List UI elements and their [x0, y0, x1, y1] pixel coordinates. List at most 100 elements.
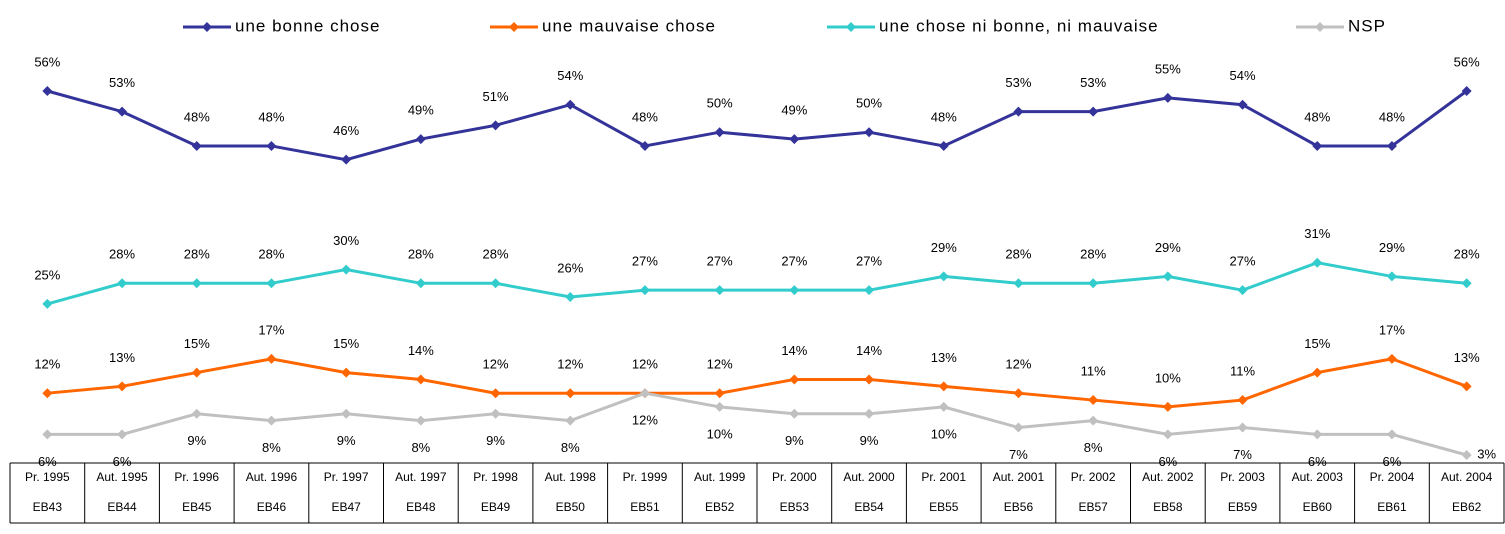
data-label: 27% [707, 254, 733, 269]
data-label: 8% [561, 440, 580, 455]
x-tick-label: Aut. 2002 [1142, 470, 1194, 484]
point [565, 388, 576, 399]
point [266, 278, 277, 289]
x-tick-label: Aut. 1995 [96, 470, 148, 484]
data-label: 9% [337, 433, 356, 448]
point [1088, 106, 1099, 117]
data-label: 6% [38, 454, 57, 469]
data-label: 29% [931, 240, 957, 255]
data-label: 49% [781, 103, 807, 118]
x-tick-sublabel: EB49 [481, 500, 511, 514]
point [1312, 140, 1323, 151]
point [42, 86, 53, 96]
data-label: 25% [34, 267, 60, 282]
data-label: 53% [1080, 75, 1106, 90]
data-label: 12% [707, 357, 733, 372]
point [789, 408, 800, 419]
data-label: 10% [1155, 370, 1181, 385]
point [1162, 429, 1173, 440]
point [1162, 401, 1173, 412]
data-label: 27% [856, 254, 882, 269]
point [117, 429, 128, 440]
data-label: 28% [483, 247, 509, 262]
legend-marker [202, 22, 212, 32]
x-tick-sublabel: EB47 [331, 500, 361, 514]
data-label: 48% [1304, 109, 1330, 124]
x-tick-sublabel: EB45 [182, 500, 212, 514]
data-label: 30% [333, 233, 359, 248]
point [639, 388, 650, 399]
point [490, 388, 501, 399]
point [117, 106, 128, 117]
data-label: 48% [632, 109, 658, 124]
data-label: 15% [184, 336, 210, 351]
point [714, 401, 725, 412]
point [789, 134, 800, 145]
point [1013, 422, 1024, 433]
data-label: 6% [113, 454, 132, 469]
data-label: 29% [1155, 240, 1181, 255]
series-line [46, 89, 1468, 162]
point [1461, 86, 1472, 96]
data-label: 10% [707, 426, 733, 441]
point [1461, 381, 1472, 392]
data-label: 28% [408, 247, 434, 262]
point [864, 285, 875, 296]
x-tick-sublabel: EB46 [257, 500, 287, 514]
data-label: 28% [184, 247, 210, 262]
point [1386, 353, 1397, 364]
point [938, 140, 949, 151]
data-label: 14% [781, 343, 807, 358]
x-tick-label: Pr. 2002 [1071, 470, 1116, 484]
data-label: 55% [1155, 61, 1181, 76]
point [938, 381, 949, 392]
point [191, 278, 202, 289]
point [117, 278, 128, 289]
data-label: 50% [856, 96, 882, 111]
x-tick-sublabel: EB52 [705, 500, 735, 514]
data-label: 9% [785, 433, 804, 448]
data-label: 7% [1009, 447, 1028, 462]
data-label: 53% [109, 75, 135, 90]
x-tick-label: Aut. 2001 [993, 470, 1045, 484]
x-tick-sublabel: EB56 [1004, 500, 1034, 514]
x-tick-label: Pr. 2001 [921, 470, 966, 484]
x-tick-sublabel: EB50 [556, 500, 586, 514]
x-tick-sublabel: EB60 [1303, 500, 1333, 514]
data-label: 13% [1454, 350, 1480, 365]
legend-label: une mauvaise chose [542, 16, 716, 35]
point [415, 374, 426, 385]
data-label: 27% [781, 254, 807, 269]
data-label: 27% [632, 254, 658, 269]
data-label: 26% [557, 260, 583, 275]
data-label: 48% [258, 109, 284, 124]
x-tick-label: Pr. 2003 [1220, 470, 1265, 484]
data-label: 8% [1084, 440, 1103, 455]
x-tick-label: Pr. 2000 [772, 470, 817, 484]
x-tick-label: Pr. 1995 [25, 470, 70, 484]
data-label: 13% [931, 350, 957, 365]
data-label: 12% [483, 357, 509, 372]
point [1312, 367, 1323, 378]
point [1386, 271, 1397, 282]
data-label: 13% [109, 350, 135, 365]
x-tick-label: Aut. 1997 [395, 470, 447, 484]
data-label: 8% [411, 440, 430, 455]
point [341, 154, 352, 165]
x-tick-sublabel: EB53 [780, 500, 810, 514]
point [1013, 106, 1024, 117]
x-tick-sublabel: EB55 [929, 500, 959, 514]
point [490, 278, 501, 289]
data-label: 48% [931, 109, 957, 124]
point [1312, 429, 1323, 440]
point [789, 285, 800, 296]
point [938, 271, 949, 282]
point [1162, 92, 1173, 103]
data-label: 28% [109, 247, 135, 262]
data-label: 10% [931, 426, 957, 441]
point [565, 99, 576, 110]
data-label: 12% [557, 357, 583, 372]
data-label: 7% [1233, 447, 1252, 462]
data-label: 12% [34, 357, 60, 372]
series-line [46, 261, 1467, 306]
